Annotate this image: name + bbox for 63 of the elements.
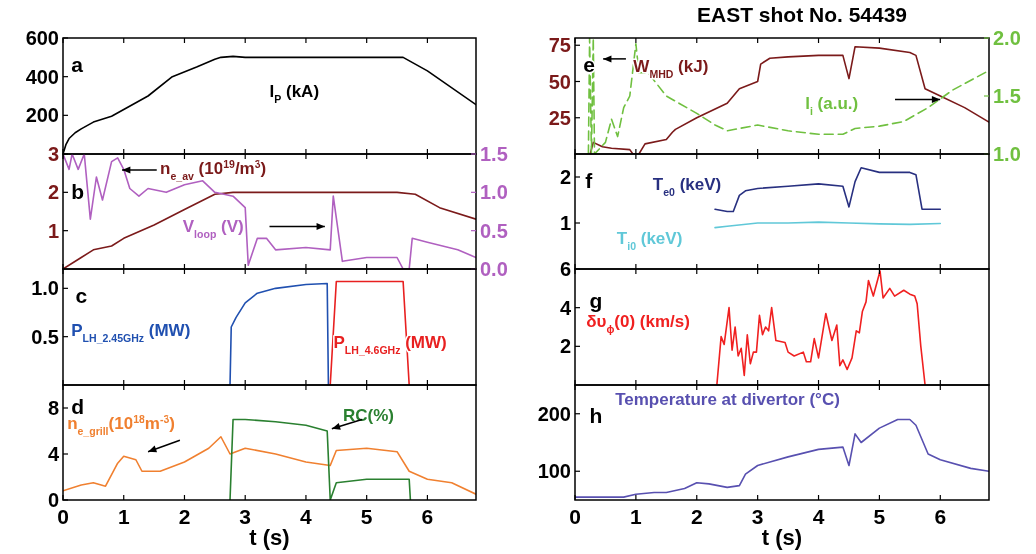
y-tick-label: 0 (47, 489, 59, 511)
y-tick-label: 50 (548, 70, 571, 93)
y-tick-label: 2 (559, 166, 571, 188)
y-tick-label: 1.0 (31, 277, 59, 300)
x-tick-label: 1 (630, 505, 643, 528)
y-tick-label: 400 (25, 65, 59, 88)
x-tick-label: 1 (117, 505, 130, 528)
y-tick-label: 100 (537, 460, 571, 483)
y-tick-label: 2 (559, 335, 571, 358)
y-tick-label: 0.5 (31, 325, 59, 348)
y-tick-label: 3 (47, 143, 59, 165)
line-series (229, 282, 330, 385)
y-tick-label: 4 (559, 296, 572, 319)
annotation: g (589, 288, 603, 312)
series-label: V$_{loop}$ (V) (182, 217, 244, 241)
x-tick-label: 2 (690, 505, 703, 528)
series-label: I$_{P}$ (kA) (269, 82, 320, 106)
series-label: l$_{i}$ (a.u.) (805, 93, 859, 117)
y2-tick-label: 0.0 (480, 258, 508, 280)
series-label: δυ$_{ϕ}$(0) (km/s) (586, 312, 690, 335)
x-tick-label: 4 (300, 505, 313, 528)
y2-tick-label: 1.5 (993, 85, 1021, 107)
series-label: n$_{e_av}$ (10$^{19}$/m$^{3}$) (160, 157, 267, 182)
annotation: f (585, 168, 594, 192)
series-label: T$_{i0}$ (keV) (616, 228, 683, 252)
y-tick-label: 4 (47, 443, 60, 465)
y-tick-label: 6 (559, 258, 571, 280)
annotation: c (75, 284, 88, 308)
x-axis-title: t (s) (761, 525, 803, 550)
annotation: b (71, 180, 85, 204)
y2-tick-label: 1.0 (993, 143, 1021, 165)
y-tick-label: 1 (47, 219, 59, 242)
annotation: a (71, 53, 84, 77)
annotation: h (589, 404, 603, 428)
text: P$_{LH_2.45GHz}$ (MW) (71, 321, 191, 345)
y-tick-label: 200 (537, 402, 571, 425)
x-tick-label: 3 (239, 505, 252, 528)
series-label: Temperature at divertor (°C) (615, 389, 840, 409)
x-tick-label: 2 (178, 505, 191, 528)
line-series (716, 270, 926, 385)
y-tick-label: 2 (47, 181, 59, 204)
y2-tick-label: 0.5 (480, 219, 508, 242)
y2-tick-label: 1.0 (480, 181, 508, 204)
x-tick-label: 4 (812, 505, 825, 528)
y2-tick-label: 2.0 (993, 27, 1021, 49)
y-tick-label: 1 (559, 212, 571, 234)
y-tick-label: 75 (548, 34, 571, 57)
series-label: RC(%) (343, 405, 395, 425)
y-tick-label: 8 (47, 397, 59, 419)
x-tick-label: 5 (873, 505, 886, 528)
y-tick-label: 600 (25, 27, 59, 49)
x-axis-title: t (s) (249, 525, 290, 550)
y-tick-label: 25 (548, 106, 571, 129)
chart-title: EAST shot No. 54439 (696, 3, 908, 26)
annotation: d (71, 395, 85, 419)
x-tick-label: 6 (934, 505, 947, 528)
series-label: T$_{e0}$ (keV) (652, 174, 722, 198)
y2-tick-label: 1.5 (480, 143, 508, 165)
y-tick-label: 200 (25, 104, 59, 127)
x-tick-label: 6 (421, 505, 434, 528)
line-series (63, 435, 476, 496)
x-tick-label: 5 (360, 505, 373, 528)
x-tick-label: 3 (751, 505, 764, 528)
